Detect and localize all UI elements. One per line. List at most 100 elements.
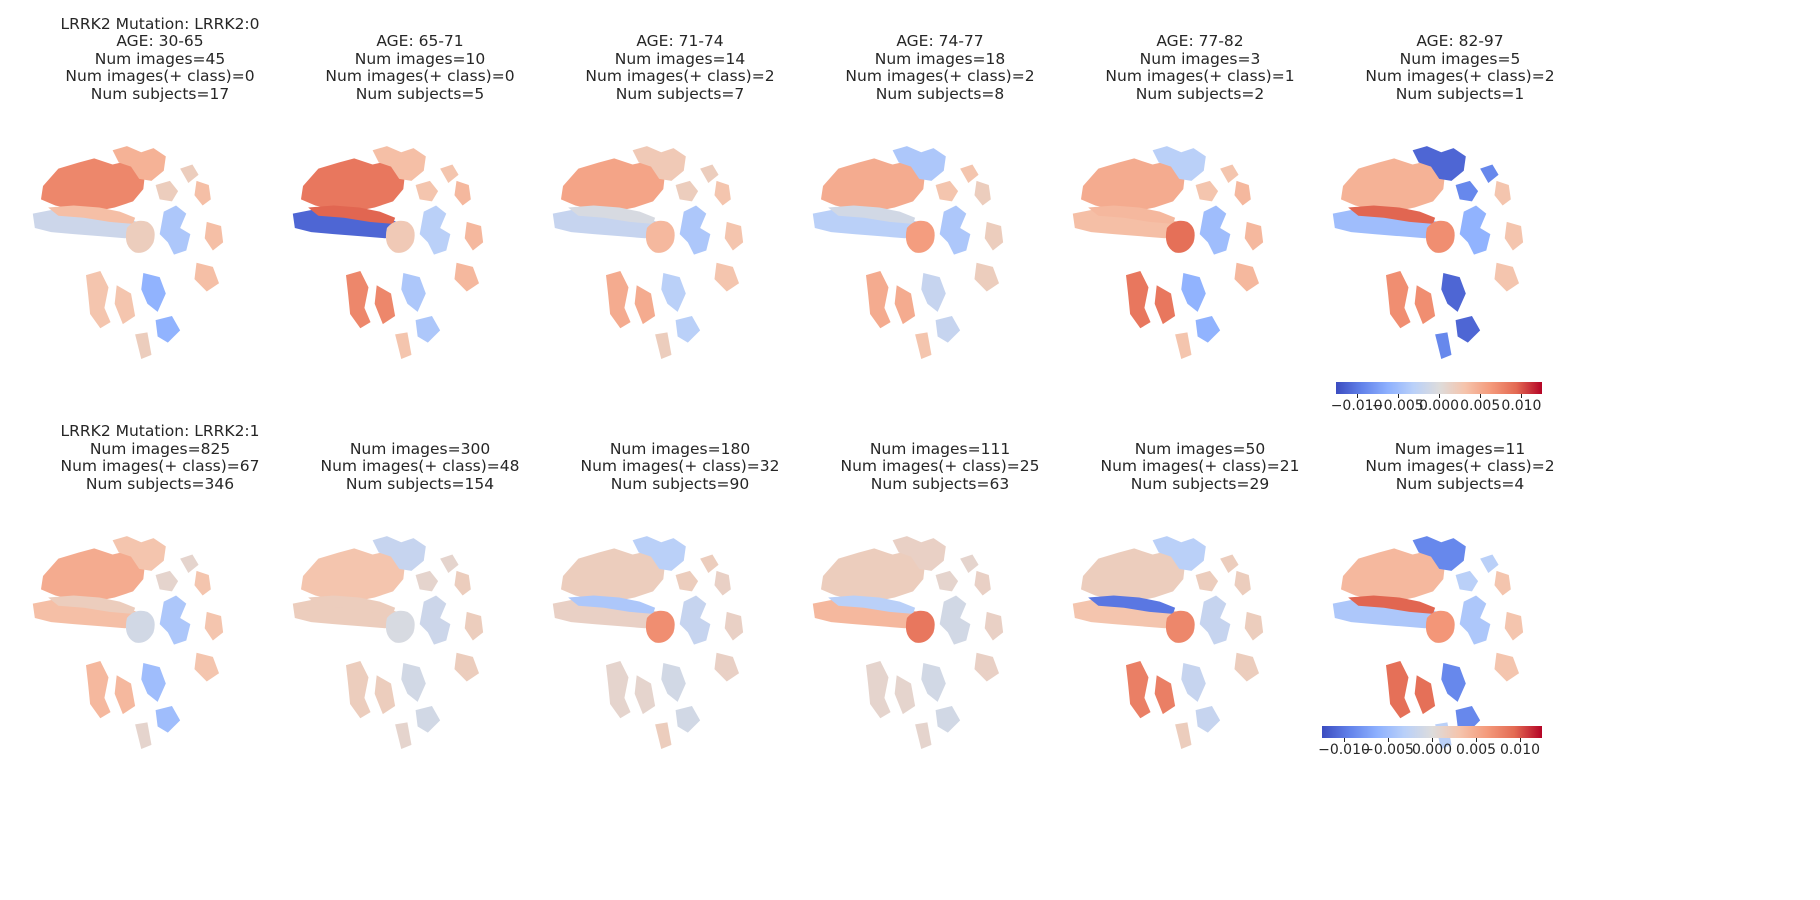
title-line: Num subjects=2 <box>1070 86 1330 104</box>
region-lower-left-lobe <box>606 661 655 718</box>
region-right-fragments <box>454 181 483 292</box>
region-lower-center-fragments <box>401 273 440 343</box>
region-upper-left-lobe <box>821 548 925 601</box>
colorbar-gradient <box>1336 382 1542 394</box>
region-upper-left-lobe <box>821 158 925 211</box>
region-lower-center-fragments <box>401 663 440 733</box>
brain-slice-heatmap <box>550 140 750 360</box>
panel-r1-c5: AGE: 77-82 Num images=3 Num images(+ class… <box>1070 0 1330 440</box>
title-line: Num subjects=5 <box>290 86 550 104</box>
region-central-nucleus <box>386 221 415 253</box>
title-line: Num subjects=1 <box>1330 86 1590 104</box>
panel-title: Num images=111 Num images(+ class)=25 Num … <box>810 441 1070 494</box>
region-lower-left-lobe <box>1386 271 1435 328</box>
title-line: Num images(+ class)=2 <box>810 68 1070 86</box>
region-lower-center-fragments <box>141 663 180 733</box>
title-line: AGE: 71-74 <box>550 33 810 51</box>
brain-slice-heatmap <box>1070 140 1270 360</box>
panel-r2-c3: Num images=180 Num images(+ class)=32 Num … <box>550 390 810 830</box>
region-central-nucleus <box>906 221 935 253</box>
region-upper-left-lobe <box>1341 158 1445 211</box>
panel-r2-c2: Num images=300 Num images(+ class)=48 Num … <box>290 390 550 830</box>
panel-title: Num images=11 Num images(+ class)=2 Num su… <box>1330 441 1590 494</box>
panel-title: LRRK2 Mutation: LRRK2:1 Num images=825 Num… <box>30 423 290 493</box>
region-lower-left-lobe <box>346 271 395 328</box>
panel-r2-c4: Num images=111 Num images(+ class)=25 Num … <box>810 390 1070 830</box>
region-central-nucleus <box>1426 221 1455 253</box>
title-line: Num images(+ class)=2 <box>1330 68 1590 86</box>
region-central-nucleus <box>126 221 155 253</box>
region-central-nucleus <box>1166 611 1195 643</box>
title-line: Num subjects=7 <box>550 86 810 104</box>
title-line: Num images=825 <box>30 441 290 459</box>
title-line: Num subjects=29 <box>1070 476 1330 494</box>
title-line: Num images(+ class)=1 <box>1070 68 1330 86</box>
colorbar-tick-label: 0.000 <box>1419 398 1459 414</box>
region-lower-left-lobe <box>86 661 135 718</box>
colorbar-tick-label: −0.005 <box>1372 398 1424 414</box>
region-lower-left-lobe <box>86 271 135 328</box>
region-right-region <box>680 595 711 644</box>
title-line: Num subjects=346 <box>30 476 290 494</box>
brain-slice-heatmap <box>30 530 230 750</box>
colorbar-tick-label: −0.005 <box>1362 742 1414 758</box>
title-line: Num images=180 <box>550 441 810 459</box>
title-line: Num subjects=90 <box>550 476 810 494</box>
region-central-nucleus <box>646 221 675 253</box>
region-right-region <box>160 595 191 644</box>
panel-r2-c6: Num images=11 Num images(+ class)=2 Num su… <box>1330 390 1590 830</box>
region-lower-center-fragments <box>141 273 180 343</box>
region-right-region <box>420 595 451 644</box>
region-right-region <box>420 205 451 254</box>
region-central-nucleus <box>1426 611 1455 643</box>
title-line: Num images(+ class)=2 <box>1330 458 1590 476</box>
region-central-nucleus <box>126 611 155 643</box>
region-upper-left-lobe <box>1341 548 1445 601</box>
panel-r1-c1: LRRK2 Mutation: LRRK2:0 AGE: 30-65 Num ima… <box>30 0 290 440</box>
panel-title: Num images=300 Num images(+ class)=48 Num … <box>290 441 550 494</box>
brain-slice-heatmap <box>1330 140 1530 360</box>
panel-title: AGE: 74-77 Num images=18 Num images(+ clas… <box>810 33 1070 103</box>
region-central-nucleus <box>646 611 675 643</box>
region-upper-left-lobe <box>1081 158 1185 211</box>
panel-r1-c4: AGE: 74-77 Num images=18 Num images(+ clas… <box>810 0 1070 440</box>
panel-title: Num images=50 Num images(+ class)=21 Num s… <box>1070 441 1330 494</box>
title-line: Num subjects=154 <box>290 476 550 494</box>
title-line: Num images(+ class)=0 <box>30 68 290 86</box>
region-central-nucleus <box>1166 221 1195 253</box>
title-line: Num images=5 <box>1330 51 1590 69</box>
panel-title: Num images=180 Num images(+ class)=32 Num … <box>550 441 810 494</box>
region-central-nucleus <box>386 611 415 643</box>
title-line: AGE: 65-71 <box>290 33 550 51</box>
region-central-nucleus <box>906 611 935 643</box>
region-lower-center-fragments <box>1181 273 1220 343</box>
title-line: AGE: 30-65 <box>30 33 290 51</box>
panel-r2-c5: Num images=50 Num images(+ class)=21 Num s… <box>1070 390 1330 830</box>
title-line: Num images(+ class)=32 <box>550 458 810 476</box>
region-lower-left-lobe <box>1386 661 1435 718</box>
brain-slice-heatmap <box>1070 530 1270 750</box>
region-right-region <box>1200 595 1231 644</box>
region-right-fragments <box>1494 571 1523 682</box>
brain-slice-heatmap <box>550 530 750 750</box>
panel-r1-c6: AGE: 82-97 Num images=5 Num images(+ class… <box>1330 0 1590 440</box>
title-line: Num subjects=8 <box>810 86 1070 104</box>
panel-title: AGE: 71-74 Num images=14 Num images(+ clas… <box>550 33 810 103</box>
colorbar: −0.010 −0.005 0.000 0.005 0.010 <box>1322 726 1542 758</box>
title-line: Num images(+ class)=48 <box>290 458 550 476</box>
title-line: AGE: 82-97 <box>1330 33 1590 51</box>
region-upper-left-lobe <box>41 548 145 601</box>
region-lower-center-fragments <box>661 663 700 733</box>
region-upper-left-lobe <box>1081 548 1185 601</box>
region-lower-left-lobe <box>606 271 655 328</box>
region-upper-left-lobe <box>561 548 665 601</box>
region-right-region <box>1460 205 1491 254</box>
title-line: Num images(+ class)=0 <box>290 68 550 86</box>
region-lower-center-fragments <box>1441 663 1480 733</box>
region-right-region <box>1460 595 1491 644</box>
title-line: Num images=50 <box>1070 441 1330 459</box>
title-line: AGE: 77-82 <box>1070 33 1330 51</box>
brain-slice-heatmap <box>290 140 490 360</box>
title-line: Num images=18 <box>810 51 1070 69</box>
region-lower-left-lobe <box>346 661 395 718</box>
